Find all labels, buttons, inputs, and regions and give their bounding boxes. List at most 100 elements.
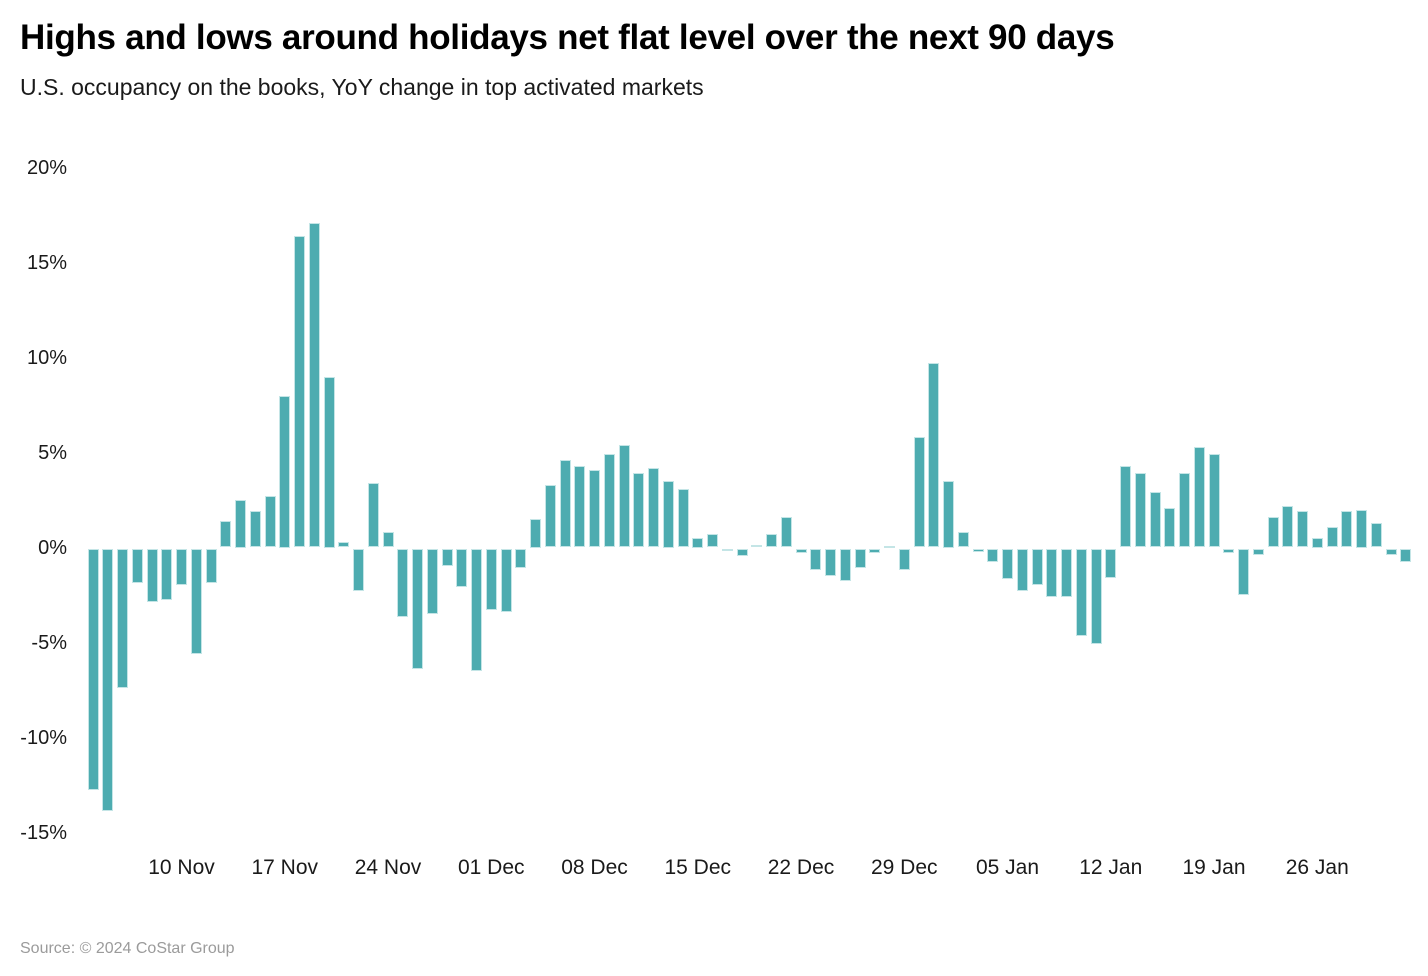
bar-26-jan <box>1311 538 1323 548</box>
y-axis-tick-0: 0% <box>38 536 67 559</box>
bar-02-dec <box>500 549 512 612</box>
bar-03-dec <box>515 549 527 568</box>
bar-10-dec <box>618 444 630 548</box>
source-note: Source: © 2024 CoStar Group <box>20 940 235 957</box>
x-axis-tick-01-dec: 01 Dec <box>457 856 525 879</box>
x-axis-tick-05-jan: 05 Jan <box>975 856 1040 879</box>
bar-14-jan <box>1134 473 1146 548</box>
x-axis-tick-19-jan: 19 Jan <box>1182 856 1246 879</box>
bar-15-nov <box>249 511 261 548</box>
bar-03-jan <box>972 549 984 552</box>
bar-01-feb <box>1400 549 1412 563</box>
bar-19-dec <box>751 544 763 548</box>
bar-07-dec <box>574 465 586 548</box>
bar-19-jan <box>1208 454 1220 548</box>
y-axis-tick-20: 20% <box>26 156 67 179</box>
bar-30-jan <box>1370 522 1382 548</box>
bar-16-nov <box>264 496 276 548</box>
bar-13-dec <box>662 481 674 548</box>
bar-14-nov <box>235 500 246 548</box>
bar-22-jan <box>1252 549 1264 555</box>
bar-04-dec <box>530 519 541 548</box>
bar-18-jan <box>1193 446 1205 548</box>
bar-05-nov <box>102 549 114 812</box>
x-axis-tick-22-dec: 22 Dec <box>767 856 835 879</box>
chart-subtitle: U.S. occupancy on the books, YoY change … <box>20 74 704 100</box>
bar-23-dec <box>810 549 822 570</box>
bar-29-dec <box>898 549 910 570</box>
bar-28-dec <box>884 545 895 548</box>
bar-06-nov <box>117 549 128 688</box>
bar-29-nov <box>456 549 468 587</box>
y-axis-tick--5: -5% <box>31 631 67 654</box>
bar-15-dec <box>692 538 704 548</box>
bar-09-nov <box>161 549 173 601</box>
y-axis-tick--10: -10% <box>20 726 67 749</box>
bar-29-jan <box>1356 509 1367 548</box>
bar-30-nov <box>471 549 482 671</box>
bar-13-jan <box>1120 465 1131 548</box>
bar-04-nov <box>87 549 99 791</box>
bar-14-dec <box>677 488 689 548</box>
bar-21-dec <box>780 517 792 548</box>
bar-07-nov <box>131 549 143 584</box>
y-axis-tick-10: 10% <box>26 346 67 369</box>
bar-25-nov <box>397 549 409 618</box>
bar-26-dec <box>854 549 866 568</box>
bar-05-dec <box>544 484 556 548</box>
bar-30-dec <box>913 437 925 548</box>
bar-31-jan <box>1385 549 1397 555</box>
bar-19-nov <box>308 222 320 548</box>
bar-21-nov <box>338 541 350 548</box>
bar-09-jan <box>1061 549 1072 597</box>
x-axis-tick-08-dec: 08 Dec <box>561 856 628 879</box>
bar-27-nov <box>426 549 438 614</box>
bar-28-jan <box>1341 511 1353 548</box>
x-axis-tick-29-dec: 29 Dec <box>870 856 938 879</box>
x-axis-tick-12-jan: 12 Jan <box>1079 856 1143 879</box>
bar-12-dec <box>648 467 659 548</box>
bar-20-nov <box>323 376 335 548</box>
y-axis-tick-15: 15% <box>26 251 67 274</box>
bar-27-jan <box>1326 526 1338 548</box>
x-axis-tick-10-nov: 10 Nov <box>148 856 215 879</box>
bar-25-jan <box>1297 511 1308 548</box>
bar-28-nov <box>441 549 453 567</box>
x-axis-tick-26-jan: 26 Jan <box>1285 856 1349 879</box>
bar-18-nov <box>294 235 305 548</box>
bar-13-nov <box>220 520 232 548</box>
y-axis-tick-5: 5% <box>38 441 67 464</box>
bar-09-dec <box>603 454 615 548</box>
bar-06-dec <box>559 460 571 548</box>
bar-07-jan <box>1031 549 1043 586</box>
bar-21-jan <box>1238 549 1249 595</box>
bar-24-dec <box>825 549 836 576</box>
bar-23-nov <box>367 482 379 548</box>
chart-title: Highs and lows around holidays net flat … <box>20 18 1115 57</box>
bar-25-dec <box>839 549 851 582</box>
bar-26-nov <box>412 549 423 669</box>
bar-08-nov <box>146 549 158 603</box>
bar-24-nov <box>382 532 394 548</box>
bar-24-jan <box>1282 505 1294 548</box>
bar-15-jan <box>1149 492 1161 548</box>
x-axis-tick-15-dec: 15 Dec <box>664 856 732 879</box>
bar-10-nov <box>176 549 187 586</box>
bar-05-jan <box>1002 549 1013 580</box>
bar-11-dec <box>633 473 645 548</box>
bar-22-nov <box>353 549 364 591</box>
bar-18-dec <box>736 549 748 556</box>
bar-17-nov <box>279 395 291 548</box>
bar-10-jan <box>1075 549 1087 637</box>
bar-20-dec <box>766 534 777 548</box>
bar-22-dec <box>795 549 807 553</box>
bar-16-jan <box>1164 507 1176 548</box>
bar-02-jan <box>957 532 969 548</box>
bar-20-jan <box>1223 549 1235 553</box>
bar-17-dec <box>721 549 733 551</box>
bar-31-dec <box>928 363 940 548</box>
bar-01-dec <box>485 549 497 610</box>
bar-08-jan <box>1046 549 1058 597</box>
